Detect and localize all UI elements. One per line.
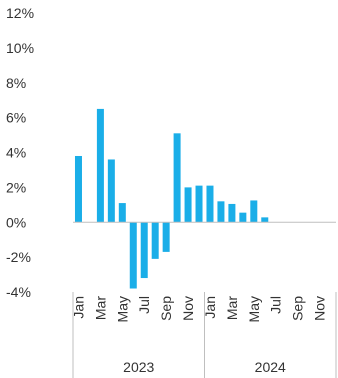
year-label: 2023	[123, 359, 154, 375]
y-tick-label: 4%	[6, 145, 26, 161]
bar	[250, 200, 258, 223]
y-tick-label: 6%	[6, 110, 26, 126]
x-tick-label: Nov	[180, 296, 196, 321]
bar	[173, 133, 181, 223]
y-axis-tick-labels: 12% 10% 8% 6% 4% 2% 0% -2% -4%	[6, 5, 34, 300]
x-tick-label: Jul	[136, 296, 152, 314]
bar	[206, 185, 214, 223]
year-axis: 2023 2024	[72, 292, 337, 378]
y-tick-label: 2%	[6, 179, 26, 195]
x-tick-label: Jan	[70, 296, 86, 319]
bar	[96, 108, 104, 223]
x-tick-label: Mar	[92, 296, 108, 320]
x-axis-tick-labels: Jan Mar May Jul Sep Nov Jan Mar May Jul Sep Nov	[70, 296, 327, 323]
x-tick-label: Jul	[268, 296, 284, 314]
bar	[129, 222, 137, 289]
bar	[184, 187, 192, 223]
x-tick-label: Nov	[312, 296, 328, 321]
bar	[228, 203, 236, 223]
bar	[261, 217, 269, 223]
bar	[118, 203, 126, 223]
y-tick-label: -4%	[6, 284, 31, 300]
y-tick-label: 10%	[6, 40, 34, 56]
x-tick-label: May	[114, 296, 130, 322]
x-tick-label: Mar	[224, 296, 240, 320]
bar	[107, 159, 115, 223]
x-tick-label: Jan	[202, 296, 218, 319]
year-label: 2024	[255, 359, 286, 375]
y-tick-label: 0%	[6, 214, 26, 230]
bar	[195, 185, 203, 223]
x-tick-label: May	[246, 296, 262, 322]
x-tick-label: Sep	[158, 296, 174, 321]
x-tick-label: Sep	[290, 296, 306, 321]
bar	[217, 201, 225, 223]
y-tick-label: 12%	[6, 5, 34, 21]
y-tick-label: 8%	[6, 75, 26, 91]
bar	[140, 222, 148, 279]
bar	[162, 222, 170, 252]
bar	[151, 222, 159, 259]
y-tick-label: -2%	[6, 249, 31, 265]
bar	[74, 155, 82, 223]
bars	[74, 108, 269, 289]
bar	[239, 212, 247, 223]
